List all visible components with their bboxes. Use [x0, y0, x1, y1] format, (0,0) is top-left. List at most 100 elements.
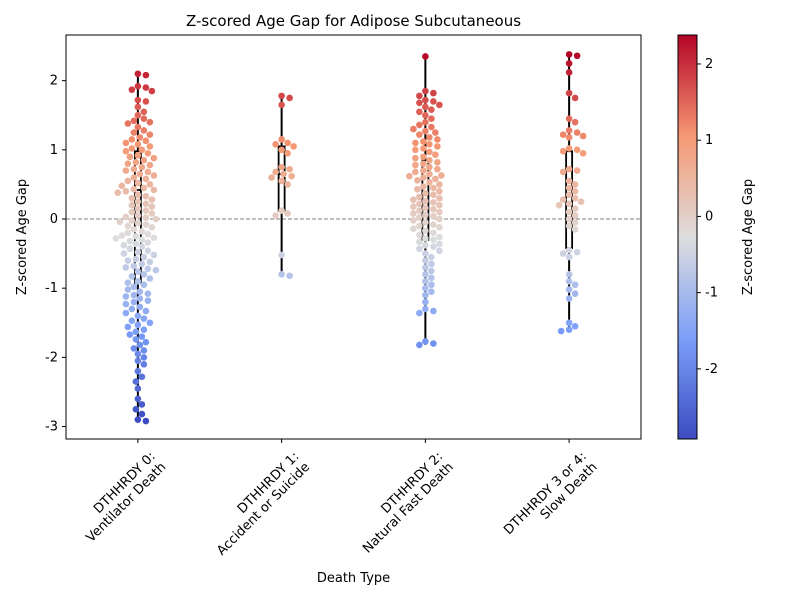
- data-point: [144, 247, 152, 255]
- data-point: [138, 401, 146, 408]
- data-point: [118, 182, 126, 190]
- data-point: [559, 131, 567, 138]
- data-point: [134, 205, 142, 212]
- data-point: [146, 118, 154, 126]
- data-point: [416, 222, 423, 230]
- data-point: [286, 272, 293, 280]
- swarm-series: [112, 70, 160, 425]
- data-point: [134, 385, 142, 392]
- data-point: [122, 167, 130, 174]
- colorbar: -2 -1 0 1 2: [677, 34, 718, 440]
- data-point: [416, 207, 423, 215]
- data-point: [144, 290, 152, 298]
- data-point: [565, 326, 573, 333]
- data-point: [138, 146, 146, 154]
- data-point: [138, 373, 146, 381]
- data-point: [430, 243, 437, 250]
- data-point: [422, 103, 429, 111]
- data-point: [278, 177, 285, 185]
- data-point: [146, 161, 154, 169]
- data-point: [416, 200, 423, 208]
- data-point: [132, 328, 140, 336]
- data-point: [565, 253, 573, 261]
- data-point: [565, 115, 573, 123]
- data-point: [416, 131, 423, 138]
- data-point: [422, 211, 429, 219]
- data-point: [422, 118, 429, 126]
- data-point: [434, 165, 441, 173]
- data-point: [284, 210, 291, 217]
- data-point: [134, 103, 142, 111]
- data-point: [565, 277, 573, 285]
- data-point: [152, 266, 160, 274]
- data-point: [434, 158, 441, 166]
- data-point: [134, 312, 142, 320]
- data-point: [134, 198, 142, 206]
- data-point: [410, 196, 417, 203]
- data-point: [128, 273, 136, 280]
- data-point: [286, 165, 293, 173]
- data-point: [416, 121, 423, 129]
- colorbar-tick-label: 1: [705, 133, 713, 148]
- data-point: [142, 207, 150, 215]
- y-axis: -3 -2 -1 0 1 2: [45, 74, 66, 435]
- data-point: [130, 129, 138, 136]
- data-point: [150, 172, 158, 179]
- data-point: [565, 51, 573, 58]
- data-point: [284, 149, 291, 157]
- data-point: [436, 101, 443, 109]
- data-point: [436, 201, 443, 209]
- data-point: [124, 120, 132, 127]
- data-point: [150, 186, 158, 194]
- data-point: [565, 145, 573, 152]
- data-point: [142, 71, 150, 79]
- data-point: [134, 367, 142, 375]
- data-point: [430, 98, 437, 105]
- data-point: [134, 321, 142, 329]
- data-point: [577, 198, 585, 206]
- data-point: [420, 138, 427, 145]
- data-point: [428, 274, 435, 282]
- data-point: [138, 260, 146, 268]
- data-point: [120, 242, 128, 249]
- data-point: [426, 156, 433, 164]
- data-point: [410, 125, 417, 133]
- data-point: [565, 191, 573, 199]
- data-point: [571, 219, 579, 226]
- data-point: [122, 188, 130, 195]
- data-point: [140, 127, 148, 134]
- data-point: [430, 184, 437, 192]
- data-point: [422, 96, 429, 104]
- data-point: [438, 172, 445, 179]
- data-point: [134, 152, 142, 159]
- data-point: [557, 327, 565, 335]
- data-point: [422, 250, 429, 257]
- y-tick-label: 1: [50, 143, 58, 158]
- data-point: [278, 92, 285, 100]
- data-point: [128, 217, 136, 224]
- plot-area: [65, 34, 642, 440]
- data-point: [428, 267, 435, 275]
- data-point: [134, 219, 142, 227]
- data-point: [422, 291, 429, 299]
- data-point: [134, 350, 142, 358]
- data-point: [414, 176, 421, 184]
- data-point: [148, 210, 156, 217]
- data-point: [565, 208, 573, 216]
- data-point: [134, 277, 142, 285]
- data-point: [138, 236, 146, 244]
- data-point: [426, 179, 433, 186]
- data-point: [122, 300, 130, 308]
- data-point: [428, 106, 435, 114]
- data-point: [134, 70, 142, 78]
- data-point: [130, 291, 138, 299]
- data-point: [278, 207, 285, 215]
- data-point: [132, 405, 140, 413]
- data-point: [144, 230, 152, 238]
- data-point: [422, 257, 429, 264]
- data-point: [420, 160, 427, 167]
- data-point: [426, 141, 433, 148]
- data-point: [571, 281, 579, 289]
- data-point: [130, 174, 138, 181]
